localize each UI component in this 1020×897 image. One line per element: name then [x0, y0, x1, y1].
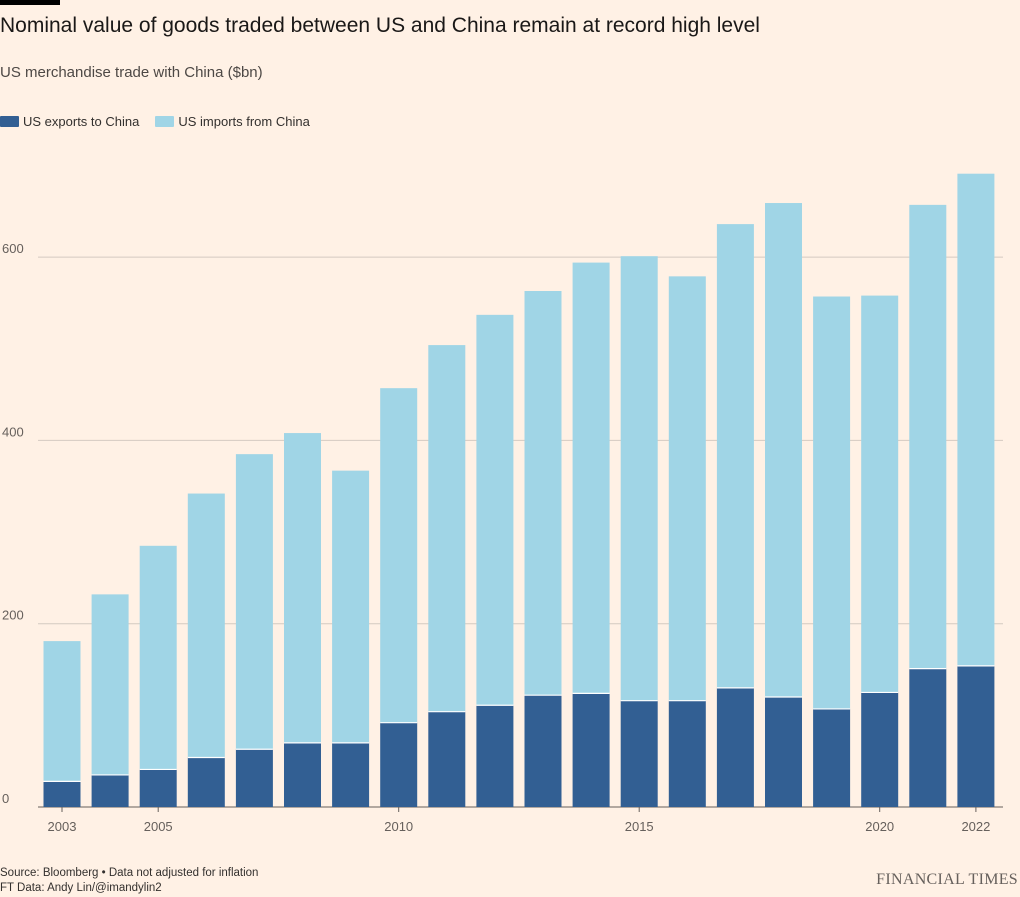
- bar-exports: [476, 705, 514, 807]
- x-tick-label: 2020: [865, 819, 894, 834]
- bar-imports: [524, 291, 562, 696]
- bar-imports: [91, 594, 129, 775]
- bar-exports: [235, 749, 273, 807]
- bar-imports: [861, 295, 899, 693]
- x-tick-label: 2010: [384, 819, 413, 834]
- bar-exports: [43, 781, 81, 807]
- bar-exports: [139, 769, 177, 807]
- legend-swatch-imports: [155, 116, 175, 127]
- legend-swatch-exports: [0, 116, 19, 127]
- y-tick-label: 200: [2, 608, 24, 623]
- bar-imports: [620, 256, 658, 701]
- bar-imports: [765, 203, 802, 698]
- bar-exports: [813, 708, 851, 807]
- y-tick-label: 400: [2, 424, 24, 439]
- chart-footer: Source: Bloomberg • Data not adjusted fo…: [0, 866, 258, 896]
- bar-imports: [476, 314, 514, 706]
- legend-item-imports: US imports from China: [155, 114, 310, 129]
- bar-exports: [187, 757, 225, 807]
- bar-exports: [524, 695, 562, 807]
- ft-brand-logo: FINANCIAL TIMES: [876, 871, 1018, 888]
- bar-exports: [284, 742, 321, 807]
- chart-title: Nominal value of goods traded between US…: [0, 14, 760, 37]
- bar-imports: [909, 204, 947, 669]
- bar-exports: [765, 697, 802, 807]
- bar-exports: [332, 742, 370, 807]
- bar-imports: [187, 493, 225, 758]
- bar-exports: [572, 693, 610, 807]
- bar-imports: [957, 173, 995, 666]
- bar-exports: [957, 665, 995, 807]
- bar-exports: [861, 692, 899, 807]
- bar-imports: [716, 224, 754, 688]
- x-tick-label: 2015: [625, 819, 654, 834]
- chart-legend: US exports to China US imports from Chin…: [0, 114, 326, 129]
- bar-imports: [43, 641, 81, 782]
- bar-exports: [91, 774, 129, 807]
- legend-label-imports: US imports from China: [178, 114, 310, 129]
- bar-imports: [428, 345, 466, 712]
- bar-imports: [332, 470, 370, 743]
- x-tick-label: 2022: [961, 819, 990, 834]
- bar-exports: [909, 668, 947, 807]
- legend-item-exports: US exports to China: [0, 114, 139, 129]
- chart-subtitle: US merchandise trade with China ($bn): [0, 64, 263, 81]
- bar-imports: [139, 545, 177, 770]
- bar-imports: [235, 454, 273, 750]
- legend-label-exports: US exports to China: [23, 114, 140, 129]
- bar-imports: [380, 388, 418, 723]
- bar-imports: [813, 296, 851, 709]
- x-tick-label: 2005: [144, 819, 173, 834]
- x-tick-label: 2003: [48, 819, 77, 834]
- source-note: Source: Bloomberg • Data not adjusted fo…: [0, 867, 259, 879]
- bar-exports: [620, 700, 658, 807]
- bar-exports: [716, 687, 754, 807]
- stacked-bar-chart: 0 200 400 600 2003 2005 2010 2015 2020 2022: [2, 173, 1003, 834]
- bar-imports: [668, 276, 706, 701]
- ft-accent-bar: [0, 0, 60, 5]
- credit-note: FT Data: Andy Lin/@imandylin2: [0, 882, 162, 894]
- bar-exports: [380, 722, 418, 807]
- y-tick-label: 600: [2, 241, 24, 256]
- bar-exports: [668, 700, 706, 807]
- bar-imports: [572, 262, 610, 694]
- y-tick-label: 0: [2, 791, 9, 806]
- bar-imports: [284, 433, 321, 743]
- bar-exports: [428, 711, 466, 807]
